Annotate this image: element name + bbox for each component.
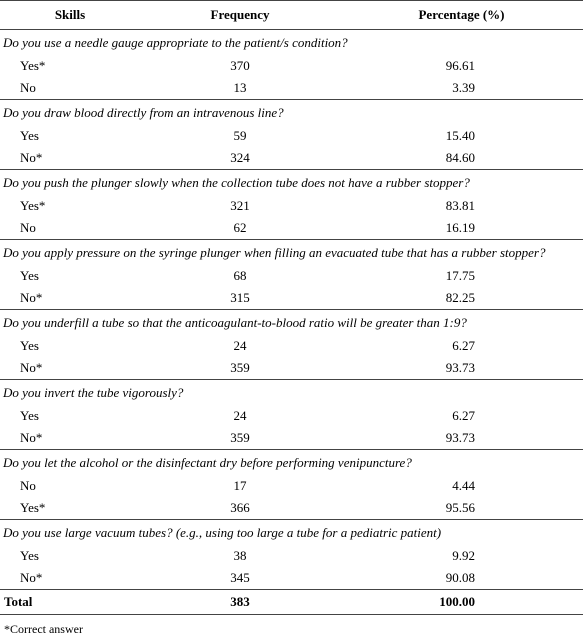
- cell: Do you invert the tube vigorously?: [3, 384, 184, 400]
- cell: 17: [233, 478, 247, 493]
- cell: Do you draw blood directly from an intra…: [3, 104, 284, 120]
- cell: 359: [140, 427, 340, 450]
- cell: Yes*: [0, 497, 140, 520]
- cell: 17.75: [445, 268, 475, 283]
- cell: Yes: [20, 128, 39, 143]
- cell: 13: [140, 77, 340, 100]
- question-row: Do you let the alcohol or the disinfecta…: [0, 450, 583, 476]
- cell: 95.56: [340, 497, 583, 520]
- cell: 4.44: [452, 478, 475, 493]
- total-row: Total 383 100.00: [0, 589, 583, 615]
- cell: 90.08: [340, 567, 583, 590]
- cell: 383: [140, 589, 340, 615]
- cell: No: [0, 77, 140, 100]
- cell: Do you push the plunger slowly when the …: [3, 174, 470, 190]
- cell: 9.92: [452, 548, 475, 563]
- question-row: Do you use large vacuum tubes? (e.g., us…: [0, 520, 583, 546]
- header-row: Skills Frequency Percentage (%): [0, 0, 583, 30]
- cell: Do you underfill a tube so that the anti…: [3, 314, 467, 330]
- cell: No*: [0, 147, 140, 170]
- cell: No*: [0, 357, 140, 380]
- answer-row: Yes 68 17.75: [0, 265, 583, 287]
- question-row: Do you use a needle gauge appropriate to…: [0, 30, 583, 56]
- cell: Yes: [20, 408, 39, 423]
- cell: 83.81: [445, 198, 475, 213]
- cell: 359: [140, 357, 340, 380]
- cell: Do you use a needle gauge appropriate to…: [3, 34, 348, 50]
- answer-row: Yes 24 6.27: [0, 405, 583, 427]
- answer-row: Yes* 370 96.61: [0, 55, 583, 77]
- question-row: Do you draw blood directly from an intra…: [0, 100, 583, 126]
- cell: 59: [233, 128, 247, 143]
- header-cell: Skills: [0, 0, 140, 30]
- answer-row: No* 359 93.73: [0, 427, 583, 450]
- cell: Yes*: [20, 58, 46, 73]
- answer-row: No* 359 93.73: [0, 357, 583, 380]
- cell: 321: [230, 198, 250, 213]
- cell: Do you apply pressure on the syringe plu…: [3, 244, 546, 260]
- cell: 15.40: [445, 128, 475, 143]
- header-cell: Percentage (%): [340, 0, 583, 30]
- cell: Yes*: [20, 198, 46, 213]
- cell: 82.25: [340, 287, 583, 310]
- cell: Do you use large vacuum tubes? (e.g., us…: [3, 524, 442, 540]
- cell: 38: [233, 548, 247, 563]
- cell: 345: [140, 567, 340, 590]
- cell: 24: [233, 338, 247, 353]
- cell: Total: [0, 589, 140, 615]
- cell: 6.27: [452, 408, 475, 423]
- cell: 6.27: [452, 338, 475, 353]
- skills-table: Skills Frequency Percentage (%) Do you u…: [0, 0, 583, 615]
- cell: 24: [233, 408, 247, 423]
- header-cell: Frequency: [140, 0, 340, 30]
- cell: 16.19: [340, 217, 583, 240]
- cell: 324: [140, 147, 340, 170]
- footnote: *Correct answer: [4, 622, 83, 636]
- cell: 3.39: [340, 77, 583, 100]
- cell: 366: [140, 497, 340, 520]
- cell: 315: [140, 287, 340, 310]
- answer-row: No* 324 84.60: [0, 147, 583, 170]
- answer-row: Yes* 366 95.56: [0, 497, 583, 520]
- question-row: Do you invert the tube vigorously?: [0, 380, 583, 406]
- question-row: Do you push the plunger slowly when the …: [0, 170, 583, 196]
- cell: Yes: [20, 338, 39, 353]
- cell: Yes: [20, 548, 39, 563]
- cell: Do you let the alcohol or the disinfecta…: [3, 454, 412, 470]
- answer-row: Yes 59 15.40: [0, 125, 583, 147]
- cell: No*: [0, 287, 140, 310]
- cell: 62: [140, 217, 340, 240]
- answer-row: No 62 16.19: [0, 217, 583, 240]
- answer-row: No 13 3.39: [0, 77, 583, 100]
- cell: No*: [0, 567, 140, 590]
- cell: 93.73: [340, 357, 583, 380]
- question-row: Do you underfill a tube so that the anti…: [0, 310, 583, 336]
- question-row: Do you apply pressure on the syringe plu…: [0, 240, 583, 266]
- cell: 370: [230, 58, 250, 73]
- answer-row: Yes 24 6.27: [0, 335, 583, 357]
- cell: 68: [233, 268, 247, 283]
- cell: No*: [0, 427, 140, 450]
- answer-row: No 17 4.44: [0, 475, 583, 497]
- cell: No: [20, 478, 36, 493]
- cell: Yes: [20, 268, 39, 283]
- cell: 96.61: [445, 58, 475, 73]
- cell: No: [0, 217, 140, 240]
- answer-row: No* 345 90.08: [0, 567, 583, 590]
- cell: 93.73: [340, 427, 583, 450]
- answer-row: Yes 38 9.92: [0, 545, 583, 567]
- answer-row: Yes* 321 83.81: [0, 195, 583, 217]
- cell: 84.60: [340, 147, 583, 170]
- answer-row: No* 315 82.25: [0, 287, 583, 310]
- cell: 100.00: [340, 589, 583, 615]
